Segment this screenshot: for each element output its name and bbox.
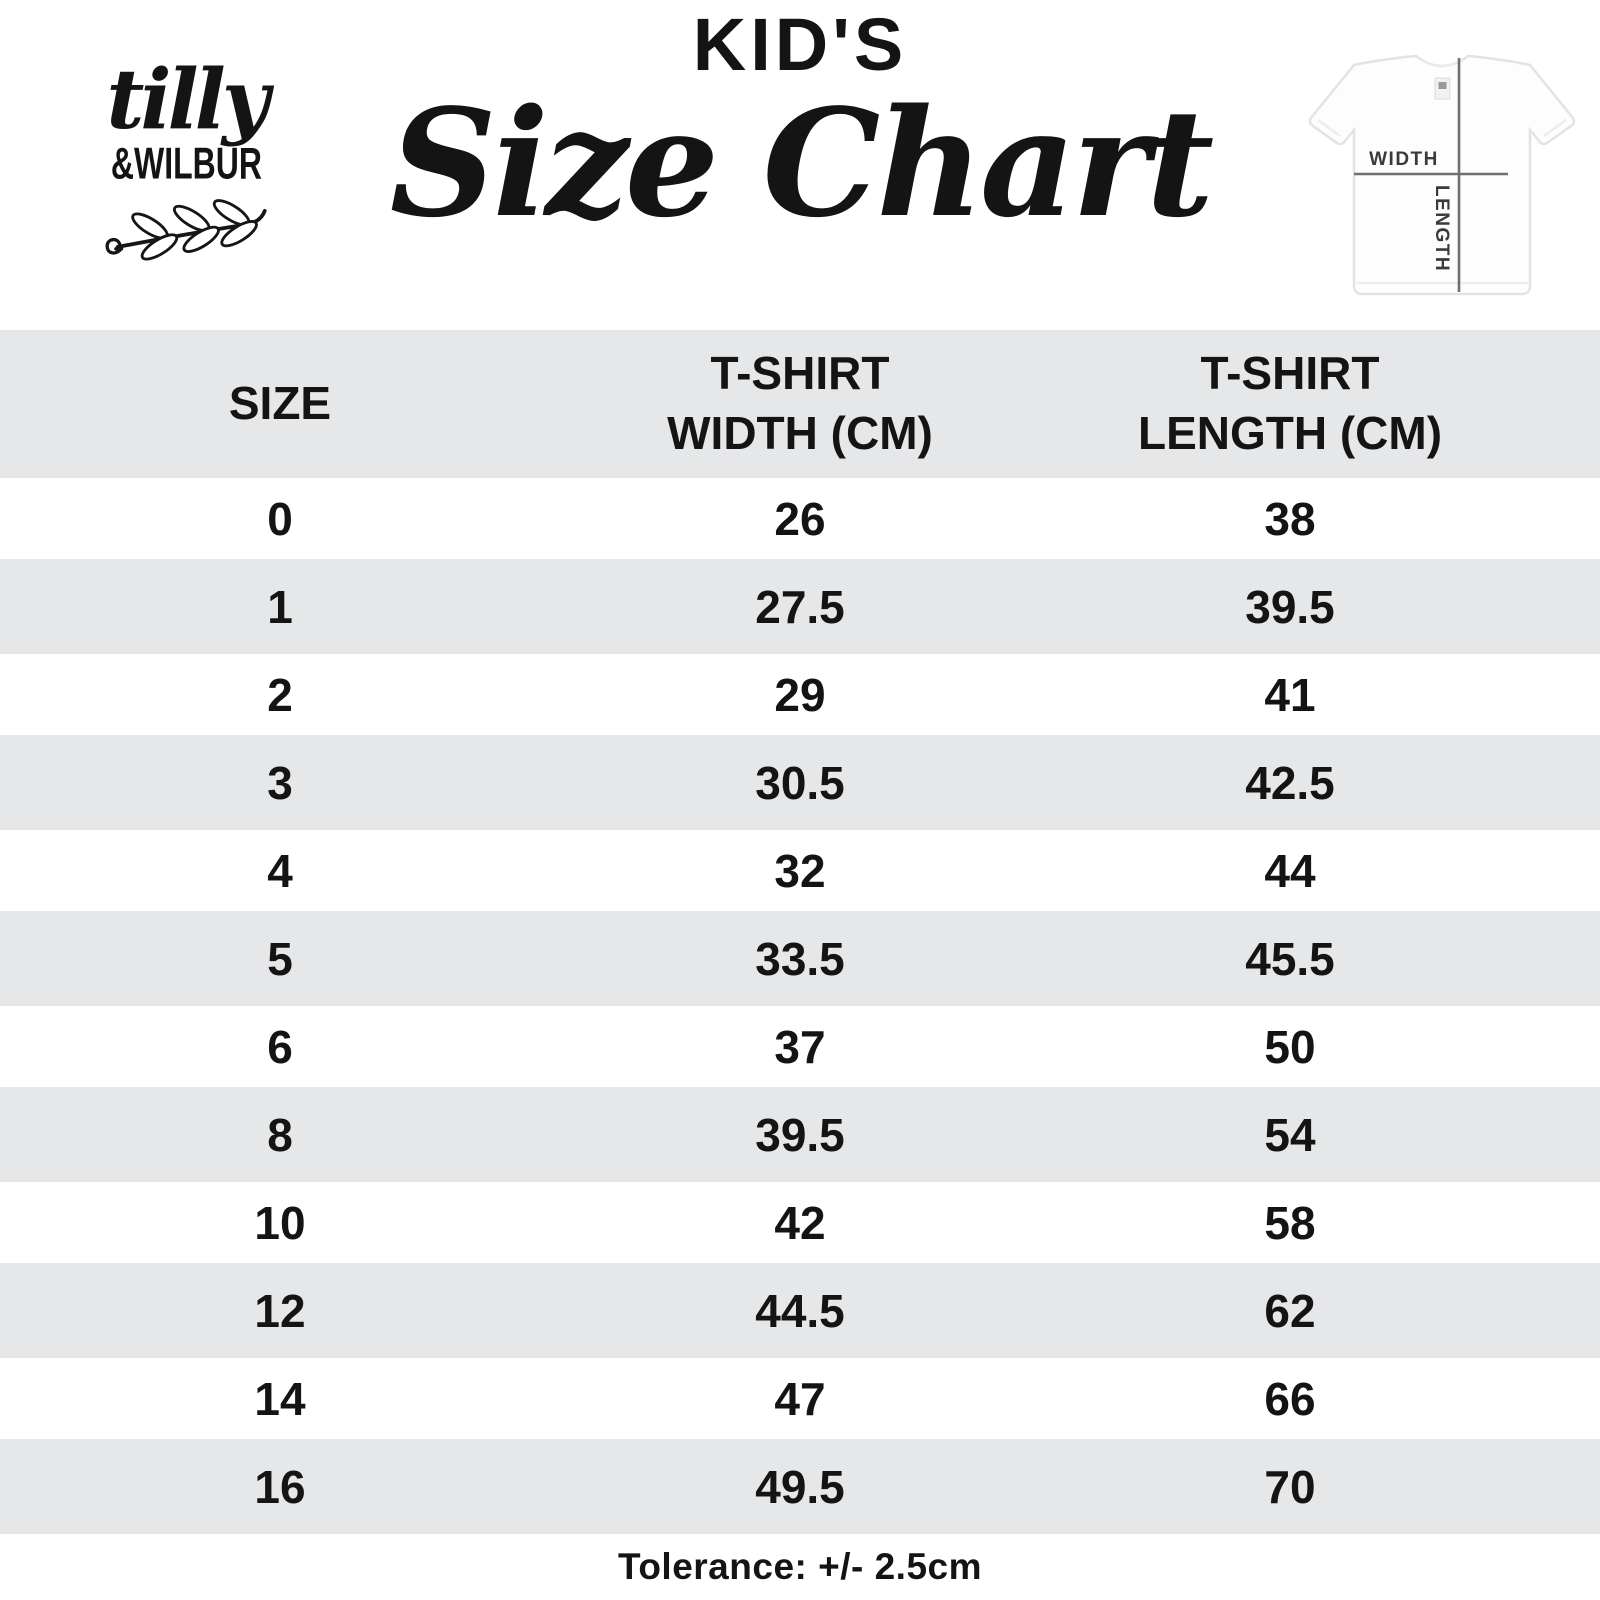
table-row: 6 37 50 [0, 1006, 1600, 1087]
size-cell: 16 [254, 1460, 306, 1513]
size-cell: 14 [254, 1372, 306, 1425]
tshirt-measurement-diagram: WIDTH LENGTH [1292, 14, 1592, 314]
size-cell: 8 [267, 1108, 293, 1161]
brand-logo: tilly &WILBUR [58, 52, 314, 268]
length-label: LENGTH [1431, 185, 1452, 272]
table-row: 2 29 41 [0, 654, 1600, 735]
table-row: 4 32 44 [0, 830, 1600, 911]
width-cell: 30.5 [755, 756, 845, 809]
length-cell: 70 [1264, 1460, 1316, 1513]
table-row: 14 47 66 [0, 1358, 1600, 1439]
tolerance-note: Tolerance: +/- 2.5cm [617, 1546, 983, 1587]
table-row: 1 27.5 39.5 [0, 559, 1600, 654]
width-cell: 47 [774, 1372, 826, 1425]
size-cell: 6 [267, 1020, 293, 1073]
length-cell: 62 [1264, 1284, 1316, 1337]
size-table-body: 0 26 38 1 27.5 39.5 2 29 41 3 30.5 42.5 4 32 44 5 33.5 45… [0, 478, 1600, 1534]
column-header-width: T-SHIRT WIDTH (CM) [667, 347, 933, 459]
laurel-branch-icon [58, 190, 314, 268]
width-cell: 39.5 [755, 1108, 845, 1161]
page-title: Size Chart [389, 76, 1214, 250]
width-cell: 37 [774, 1020, 826, 1073]
length-cell: 66 [1264, 1372, 1316, 1425]
width-cell: 33.5 [755, 932, 845, 985]
length-cell: 39.5 [1245, 580, 1335, 633]
table-row: 3 30.5 42.5 [0, 735, 1600, 830]
size-cell: 0 [267, 492, 293, 545]
width-cell: 27.5 [755, 580, 845, 633]
table-row: 10 42 58 [0, 1182, 1600, 1263]
size-cell: 5 [267, 932, 293, 985]
page-kicker: KID'S [692, 3, 908, 86]
size-cell: 12 [254, 1284, 306, 1337]
size-cell: 1 [267, 580, 293, 633]
length-cell: 45.5 [1245, 932, 1335, 985]
width-label: WIDTH [1369, 149, 1439, 170]
width-cell: 49.5 [755, 1460, 845, 1513]
width-cell: 29 [774, 668, 826, 721]
size-cell: 3 [267, 756, 293, 809]
width-cell: 44.5 [755, 1284, 845, 1337]
width-cell: 26 [774, 492, 826, 545]
table-row: 5 33.5 45.5 [0, 911, 1600, 1006]
brand-name-script: tilly [106, 52, 270, 148]
table-row: 0 26 38 [0, 478, 1600, 559]
size-table: SIZE T-SHIRT WIDTH (CM) T-SHIRT LENGTH (… [0, 330, 1600, 1534]
table-row: 8 39.5 54 [0, 1087, 1600, 1182]
table-row: 16 49.5 70 [0, 1439, 1600, 1534]
size-cell: 4 [267, 844, 293, 897]
length-cell: 38 [1264, 492, 1316, 545]
length-cell: 44 [1264, 844, 1316, 897]
size-cell: 10 [254, 1196, 306, 1249]
length-cell: 41 [1264, 668, 1316, 721]
size-table-header: SIZE T-SHIRT WIDTH (CM) T-SHIRT LENGTH (… [0, 330, 1600, 478]
title-block: KID'S Size Chart [330, 8, 1270, 241]
length-cell: 42.5 [1245, 756, 1335, 809]
column-header-length: T-SHIRT LENGTH (CM) [1137, 347, 1443, 459]
size-cell: 2 [267, 668, 293, 721]
table-row: 12 44.5 62 [0, 1263, 1600, 1358]
length-cell: 58 [1264, 1196, 1316, 1249]
column-header-size: SIZE [228, 377, 332, 430]
length-cell: 54 [1264, 1108, 1316, 1161]
brand-name-caps: &WILBUR [110, 139, 262, 189]
page-header: tilly &WILBUR [0, 0, 1600, 330]
page-footer: Tolerance: +/- 2.5cm [0, 1534, 1600, 1600]
width-cell: 42 [774, 1196, 826, 1249]
length-cell: 50 [1264, 1020, 1316, 1073]
width-cell: 32 [774, 844, 826, 897]
